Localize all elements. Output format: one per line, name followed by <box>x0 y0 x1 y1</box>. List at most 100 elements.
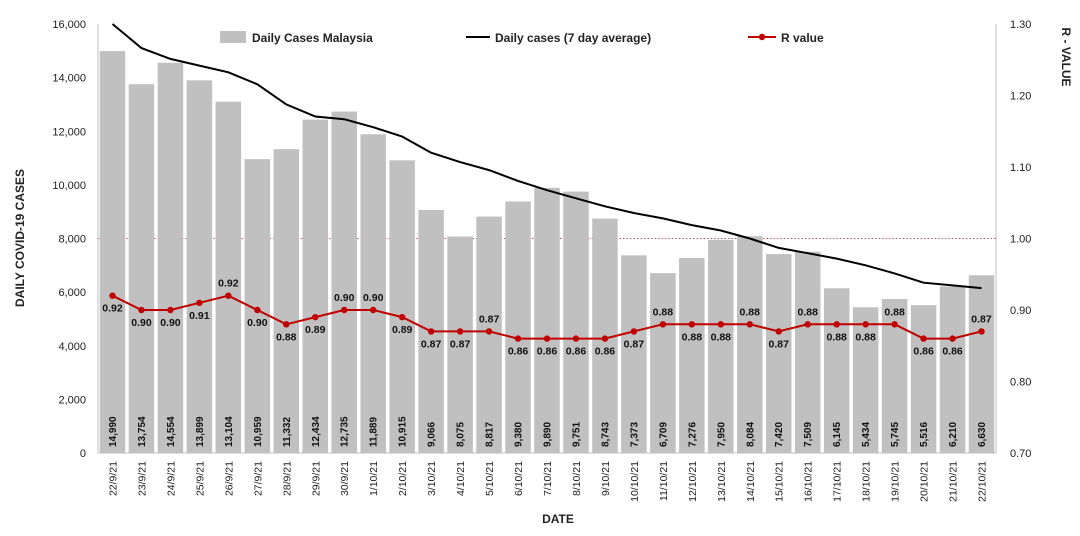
r-value-point <box>225 292 232 299</box>
x-tick-label: 14/10/21 <box>745 461 757 502</box>
bar <box>939 286 966 453</box>
r-value-label: 0.88 <box>653 306 674 318</box>
r-value-point <box>717 321 725 328</box>
r-value-point <box>369 306 377 314</box>
bar <box>708 239 734 453</box>
y-tick-label: 8,000 <box>58 234 86 246</box>
x-tick-label: 22/10/21 <box>977 461 989 502</box>
bar-value-label: 6,709 <box>658 422 669 447</box>
r-value-point <box>572 335 580 342</box>
y-tick-label: 14,000 <box>52 73 86 85</box>
r-value-point <box>630 328 638 335</box>
bar-value-label: 13,104 <box>224 416 235 447</box>
bar <box>968 275 995 453</box>
r-value-point <box>514 335 522 342</box>
bar-value-label: 7,420 <box>774 422 785 447</box>
x-tick-label: 2/10/21 <box>397 461 409 496</box>
x-tick-label: 19/10/21 <box>890 461 902 502</box>
bar <box>273 149 300 453</box>
bar-value-label: 8,084 <box>745 422 756 447</box>
r-value-label: 0.86 <box>913 346 934 358</box>
x-tick-label: 30/9/21 <box>339 461 351 496</box>
x-tick-label: 3/10/21 <box>426 461 438 496</box>
bar <box>563 191 589 453</box>
bar-value-label: 10,959 <box>253 416 264 447</box>
r-value-label: 0.90 <box>363 292 384 304</box>
bar <box>389 160 415 454</box>
bar-value-label: 13,899 <box>195 416 206 447</box>
bar <box>360 134 386 453</box>
r-value-label: 0.88 <box>826 331 847 343</box>
y-tick-label: 2,000 <box>58 394 86 406</box>
y2-tick-label: 1.10 <box>1010 162 1031 174</box>
bar <box>331 111 357 453</box>
y2-tick-label: 0.70 <box>1010 448 1031 460</box>
r-value-label: 0.87 <box>479 313 500 325</box>
r-value-point <box>688 321 696 328</box>
r-value-label: 0.90 <box>131 317 152 329</box>
bar-value-label: 12,735 <box>340 416 351 447</box>
bar-value-label: 6,630 <box>977 422 988 447</box>
bar-value-label: 9,380 <box>514 422 525 447</box>
r-value-point <box>341 306 348 314</box>
r-value-label: 0.92 <box>102 303 123 315</box>
r-value-label: 0.86 <box>508 346 529 358</box>
r-value-label: 0.86 <box>537 346 558 358</box>
y2-axis-title: R - VALUE <box>1059 27 1073 86</box>
y-axis-title: DAILY COVID-19 CASES <box>13 169 27 307</box>
r-value-point <box>196 299 203 307</box>
bar-value-label: 9,066 <box>427 422 438 447</box>
r-value-label: 0.88 <box>711 331 732 343</box>
x-tick-label: 22/9/21 <box>107 461 119 496</box>
x-tick-label: 17/10/21 <box>832 461 844 502</box>
r-value-label: 0.87 <box>421 338 442 350</box>
bar <box>128 84 155 453</box>
legend-swatch-daily-cases <box>220 31 246 43</box>
line-series-7day-average <box>111 23 982 290</box>
r-value-label: 0.86 <box>566 346 587 358</box>
bar-value-label: 5,745 <box>890 422 901 447</box>
r-value-label: 0.90 <box>247 317 268 329</box>
x-tick-label: 26/9/21 <box>223 461 235 496</box>
r-value-point <box>978 328 985 335</box>
r-value-point <box>312 313 319 321</box>
x-tick-label: 10/10/21 <box>629 461 641 502</box>
legend-label-7day-average: Daily cases (7 day average) <box>495 31 651 45</box>
r-value-label: 0.88 <box>855 331 876 343</box>
r-value-label: 0.92 <box>218 278 239 290</box>
bar <box>823 288 850 453</box>
bar-value-label: 5,516 <box>919 422 930 447</box>
x-tick-label: 24/9/21 <box>165 461 177 496</box>
y-tick-label: 16,000 <box>52 19 86 31</box>
line-series-r-value: 0.92 0.90 0.90 0.91 0.92 0.90 0.88 0.89 0.90 0.90… <box>102 278 992 358</box>
seven-day-average-line <box>111 23 982 290</box>
r-value-point <box>485 328 493 335</box>
bar-value-label: 6,145 <box>832 422 843 447</box>
y-tick-label: 4,000 <box>58 341 86 353</box>
r-value-point <box>427 328 435 335</box>
bar <box>215 101 242 454</box>
y-tick-label: 10,000 <box>52 180 86 192</box>
x-tick-label: 27/9/21 <box>252 461 264 496</box>
bar <box>910 305 937 453</box>
bar-value-label: 7,950 <box>716 422 727 447</box>
x-axis-title: DATE <box>542 512 574 526</box>
r-value-label: 0.88 <box>797 306 818 318</box>
y2-tick-label: 0.90 <box>1010 305 1031 317</box>
bar-value-label: 10,915 <box>398 416 409 447</box>
bar-value-label: 7,373 <box>629 422 640 447</box>
bar <box>99 51 126 453</box>
x-tick-label: 21/10/21 <box>948 461 960 502</box>
bar-value-label: 11,889 <box>369 417 380 447</box>
legend: Daily Cases Malaysia Daily cases (7 day … <box>220 31 824 45</box>
legend-label-daily-cases: Daily Cases Malaysia <box>252 31 373 45</box>
r-value-point <box>543 335 551 342</box>
r-value-label: 0.91 <box>189 310 210 322</box>
bar-value-label: 9,890 <box>543 422 554 447</box>
x-tick-label: 9/10/21 <box>600 461 612 496</box>
x-tick-label: 23/9/21 <box>136 461 148 496</box>
r-value-label: 0.87 <box>450 338 471 350</box>
x-tick-label: 25/9/21 <box>194 461 206 496</box>
r-value-label: 0.90 <box>334 292 355 304</box>
r-value-point <box>138 306 145 314</box>
